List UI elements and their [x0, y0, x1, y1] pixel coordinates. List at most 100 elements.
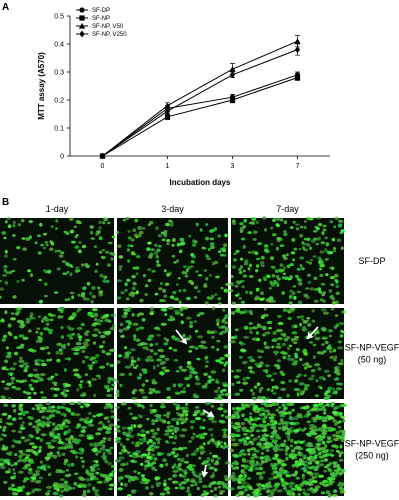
point	[294, 46, 301, 53]
cell	[55, 350, 60, 355]
cell	[299, 225, 304, 229]
cell	[245, 376, 251, 380]
cell	[322, 299, 326, 303]
cell	[145, 456, 152, 460]
cell	[332, 387, 336, 391]
cell	[222, 383, 229, 387]
cell	[331, 403, 334, 408]
cell	[23, 439, 28, 443]
cell	[2, 274, 7, 277]
cell	[340, 403, 347, 407]
cell	[285, 423, 289, 427]
cell	[80, 456, 84, 460]
cell	[308, 455, 313, 459]
cell	[333, 247, 337, 250]
micrograph	[228, 401, 347, 498]
cell	[54, 291, 59, 294]
cell	[308, 478, 312, 482]
cell	[324, 236, 328, 240]
cell	[324, 248, 328, 253]
cell	[260, 291, 264, 296]
cell	[75, 269, 79, 273]
cell	[326, 464, 331, 467]
cell	[77, 249, 82, 254]
y-axis-label: MTT assay (A570)	[37, 52, 46, 120]
cell	[295, 445, 301, 449]
y-tick-label: 0.5	[54, 14, 64, 21]
cell	[303, 352, 309, 356]
cell	[253, 449, 260, 453]
cell	[303, 225, 307, 230]
cell	[258, 473, 262, 476]
cell	[137, 233, 142, 238]
cell	[292, 285, 297, 288]
cell	[223, 431, 227, 436]
cell	[95, 354, 100, 358]
cell	[271, 265, 276, 270]
cell	[83, 402, 88, 406]
cell	[255, 460, 259, 465]
cell	[110, 378, 117, 382]
cell	[229, 433, 236, 437]
cell	[208, 330, 215, 335]
cell	[36, 327, 40, 331]
cell	[96, 480, 103, 484]
cell	[14, 351, 19, 356]
cell	[295, 227, 300, 231]
cell	[311, 374, 315, 378]
cell	[211, 335, 215, 339]
cell	[81, 350, 86, 353]
cell	[38, 404, 43, 408]
cell	[40, 363, 47, 367]
cell	[294, 355, 299, 359]
cell	[260, 460, 265, 464]
cell	[294, 484, 299, 489]
cell	[115, 380, 119, 384]
cell	[125, 461, 129, 466]
cell	[152, 388, 156, 392]
cell	[105, 405, 110, 409]
cell	[292, 492, 296, 496]
legend-label: SF-NP, V250	[92, 32, 127, 38]
cell	[38, 445, 42, 450]
legend-marker	[79, 30, 85, 38]
cell	[0, 279, 2, 283]
cell	[321, 292, 326, 297]
cell	[79, 405, 84, 409]
cell	[173, 359, 179, 362]
cell	[273, 449, 278, 453]
cell	[76, 423, 82, 428]
cell	[315, 414, 319, 419]
cell	[279, 414, 286, 418]
cell	[138, 388, 145, 392]
cell	[117, 487, 123, 491]
cell	[198, 456, 202, 460]
cell	[160, 402, 165, 406]
cell	[46, 423, 50, 427]
cell	[315, 242, 320, 246]
cell	[314, 485, 321, 489]
cell	[118, 467, 124, 472]
cell	[296, 315, 302, 319]
cell	[219, 492, 224, 495]
cell	[187, 486, 190, 491]
cell	[272, 456, 278, 460]
cell	[288, 379, 292, 383]
cell	[43, 468, 47, 472]
cell	[56, 487, 60, 492]
cell	[337, 223, 342, 228]
cell	[1, 412, 8, 416]
cell	[121, 334, 126, 338]
cell	[276, 489, 283, 493]
point	[229, 97, 236, 103]
cell	[60, 335, 65, 339]
cell	[135, 450, 141, 454]
cell	[7, 224, 12, 229]
cell	[176, 407, 179, 411]
row-label: (50 ng)	[358, 355, 387, 365]
cell	[43, 232, 47, 236]
cell	[151, 447, 155, 452]
cell	[136, 357, 141, 362]
cell	[68, 473, 72, 477]
cell	[335, 431, 340, 435]
